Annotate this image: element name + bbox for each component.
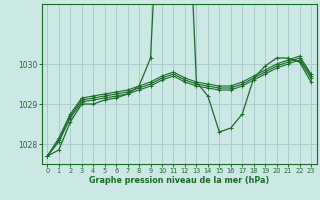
X-axis label: Graphe pression niveau de la mer (hPa): Graphe pression niveau de la mer (hPa) bbox=[89, 176, 269, 185]
